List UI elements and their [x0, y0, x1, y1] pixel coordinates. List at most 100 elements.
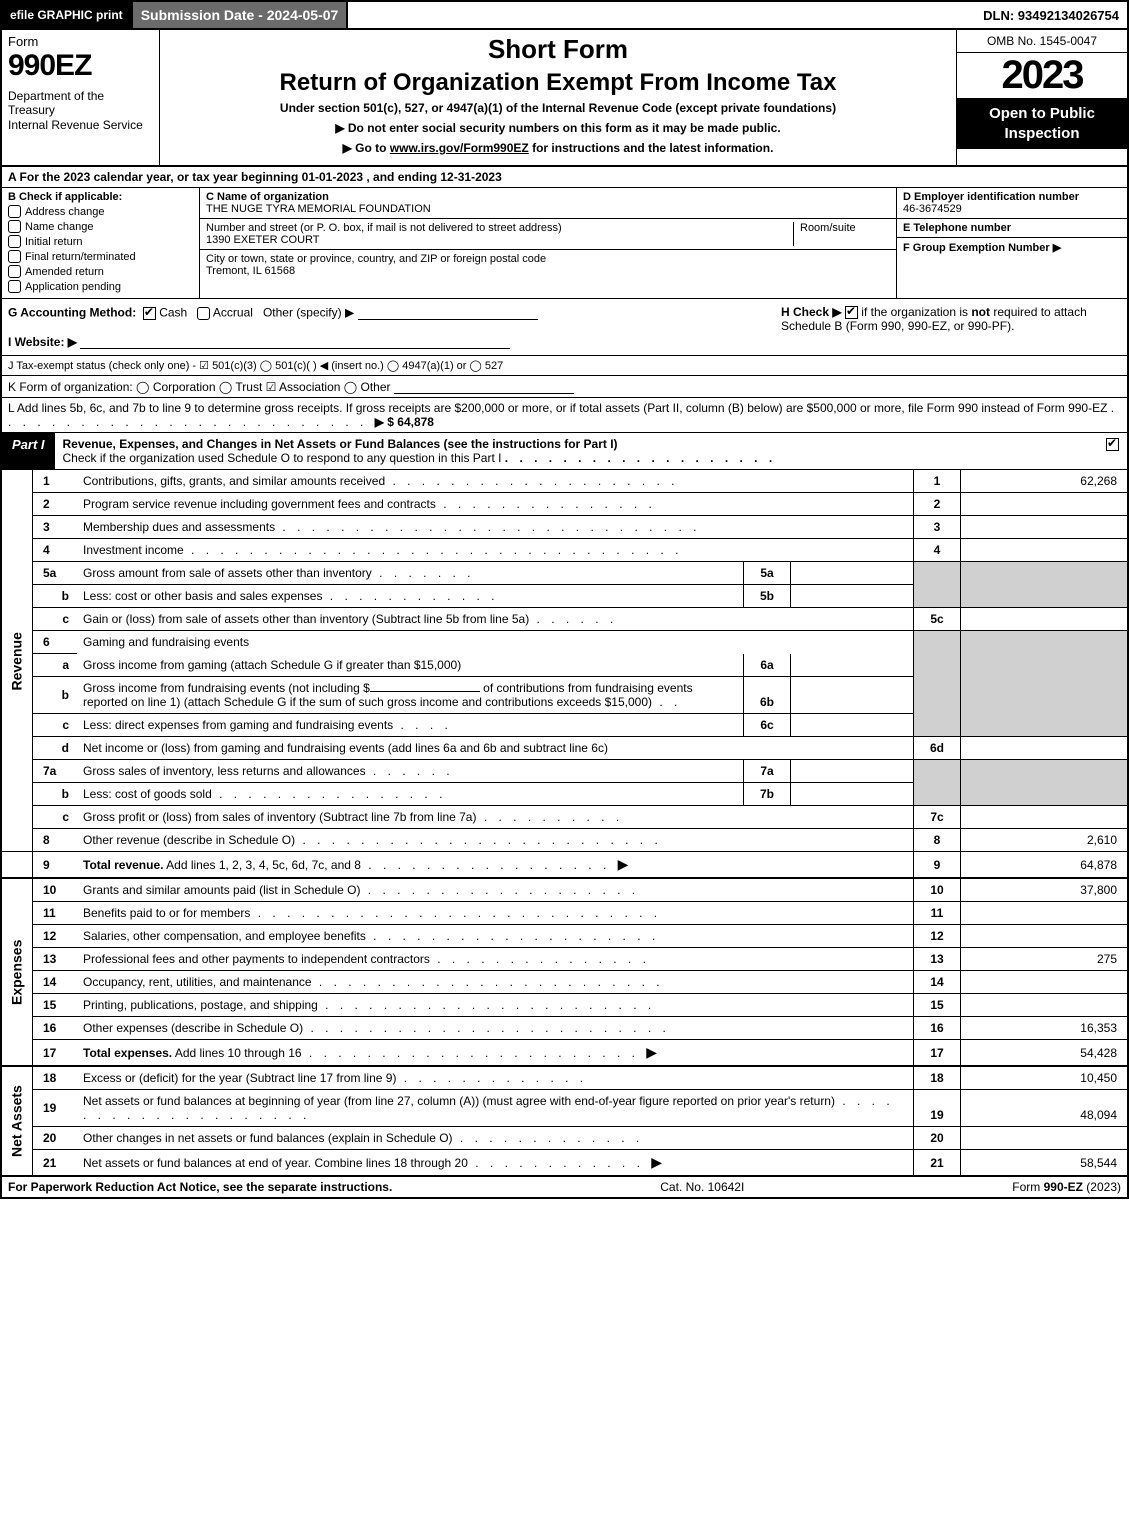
line-1-num: 1 [33, 470, 78, 493]
part-i-checkbox[interactable] [1098, 433, 1127, 469]
row-l-value: ▶ $ 64,878 [375, 415, 434, 429]
line-7a-mv [791, 760, 914, 783]
line-5a-desc: Gross amount from sale of assets other t… [77, 562, 744, 585]
org-city-cell: City or town, state or province, country… [200, 250, 896, 280]
line-21-val: 58,544 [961, 1150, 1129, 1177]
line-18-ln: 18 [914, 1066, 961, 1090]
line-11-val [961, 902, 1129, 925]
row-a-tax-year: A For the 2023 calendar year, or tax yea… [0, 167, 1129, 188]
line-7ab-shaded-ln [914, 760, 961, 806]
line-15-val [961, 994, 1129, 1017]
line-3-desc: Membership dues and assessments . . . . … [77, 516, 914, 539]
line-19-ln: 19 [914, 1090, 961, 1127]
omb-number: OMB No. 1545-0047 [957, 30, 1127, 53]
org-name: THE NUGE TYRA MEMORIAL FOUNDATION [206, 203, 431, 215]
netassets-section-label: Net Assets [1, 1066, 33, 1176]
line-6c-mn: 6c [744, 714, 791, 737]
accounting-method: G Accounting Method: Cash Accrual Other … [2, 299, 775, 355]
line-7a-mn: 7a [744, 760, 791, 783]
line-12-val [961, 925, 1129, 948]
phone-cell: E Telephone number [897, 219, 1127, 238]
ein-value: 46-3674529 [903, 203, 962, 215]
line-21-num: 21 [33, 1150, 78, 1177]
line-15-ln: 15 [914, 994, 961, 1017]
line-11-desc: Benefits paid to or for members . . . . … [77, 902, 914, 925]
city-label: City or town, state or province, country… [206, 253, 546, 265]
chk-cash[interactable] [143, 307, 156, 320]
line-9-val: 64,878 [961, 852, 1129, 879]
website-line [80, 334, 510, 349]
line-6-shaded-val [961, 631, 1129, 737]
line-17-desc: Total expenses. Add lines 10 through 16 … [77, 1040, 914, 1067]
info-block: B Check if applicable: Address change Na… [0, 188, 1129, 299]
chk-amended-return[interactable]: Amended return [8, 265, 193, 278]
col-b-label: B Check if applicable: [8, 191, 193, 203]
line-2-desc: Program service revenue including govern… [77, 493, 914, 516]
chk-address-change[interactable]: Address change [8, 205, 193, 218]
line-6b-desc: Gross income from fundraising events (no… [77, 677, 744, 714]
line-15-desc: Printing, publications, postage, and shi… [77, 994, 914, 1017]
col-c: C Name of organization THE NUGE TYRA MEM… [200, 188, 897, 298]
schedule-b-check: H Check ▶ if the organization is not req… [775, 299, 1127, 355]
line-7b-num: b [33, 783, 78, 806]
irs-link[interactable]: www.irs.gov/Form990EZ [390, 141, 529, 155]
org-name-cell: C Name of organization THE NUGE TYRA MEM… [200, 188, 896, 219]
line-10-num: 10 [33, 878, 78, 902]
line-12-desc: Salaries, other compensation, and employ… [77, 925, 914, 948]
line-7ab-shaded-val [961, 760, 1129, 806]
street-label: Number and street (or P. O. box, if mail… [206, 222, 562, 234]
dln: DLN: 93492134026754 [975, 2, 1127, 28]
form-word: Form [8, 34, 153, 49]
line-1-ln: 1 [914, 470, 961, 493]
line-4-ln: 4 [914, 539, 961, 562]
row-l-gross-receipts: L Add lines 5b, 6c, and 7b to line 9 to … [0, 398, 1129, 433]
line-5a-mv [791, 562, 914, 585]
line-5ab-shaded-ln [914, 562, 961, 608]
room-suite-label: Room/suite [793, 222, 890, 246]
line-16-desc: Other expenses (describe in Schedule O) … [77, 1017, 914, 1040]
line-16-ln: 16 [914, 1017, 961, 1040]
efile-label[interactable]: efile GRAPHIC print [2, 2, 133, 28]
chk-name-change[interactable]: Name change [8, 220, 193, 233]
line-21-ln: 21 [914, 1150, 961, 1177]
line-10-ln: 10 [914, 878, 961, 902]
line-4-num: 4 [33, 539, 78, 562]
line-14-val [961, 971, 1129, 994]
line-5a-num: 5a [33, 562, 78, 585]
line-5c-val [961, 608, 1129, 631]
header-right: OMB No. 1545-0047 2023 Open to Public In… [956, 30, 1127, 165]
line-20-ln: 20 [914, 1127, 961, 1150]
line-6c-num: c [33, 714, 78, 737]
chk-application-pending[interactable]: Application pending [8, 280, 193, 293]
line-15-num: 15 [33, 994, 78, 1017]
other-specify-line [358, 305, 538, 320]
part-i-title: Revenue, Expenses, and Changes in Net As… [55, 433, 1098, 469]
chk-accrual[interactable] [197, 307, 210, 320]
line-6d-num: d [33, 737, 78, 760]
line-1-val: 62,268 [961, 470, 1129, 493]
line-6d-desc: Net income or (loss) from gaming and fun… [77, 737, 914, 760]
part-i-table: Revenue 1 Contributions, gifts, grants, … [0, 470, 1129, 1177]
chk-initial-return[interactable]: Initial return [8, 235, 193, 248]
phone-label: E Telephone number [903, 222, 1011, 234]
open-to-public: Open to Public Inspection [957, 98, 1127, 149]
line-2-val [961, 493, 1129, 516]
chk-schedule-b[interactable] [845, 306, 858, 319]
chk-final-return[interactable]: Final return/terminated [8, 250, 193, 263]
submission-date: Submission Date - 2024-05-07 [133, 2, 349, 28]
line-7b-mn: 7b [744, 783, 791, 806]
line-6d-val [961, 737, 1129, 760]
line-10-val: 37,800 [961, 878, 1129, 902]
line-19-num: 19 [33, 1090, 78, 1127]
line-7c-ln: 7c [914, 806, 961, 829]
line-1-desc: Contributions, gifts, grants, and simila… [77, 470, 914, 493]
form-identity: Form 990EZ Department of the Treasury In… [2, 30, 160, 165]
line-5c-num: c [33, 608, 78, 631]
form-title: Return of Organization Exempt From Incom… [164, 69, 952, 97]
line-17-val: 54,428 [961, 1040, 1129, 1067]
line-11-num: 11 [33, 902, 78, 925]
col-b: B Check if applicable: Address change Na… [2, 188, 200, 298]
ein-label: D Employer identification number [903, 191, 1079, 203]
line-12-num: 12 [33, 925, 78, 948]
line-9-num: 9 [33, 852, 78, 879]
